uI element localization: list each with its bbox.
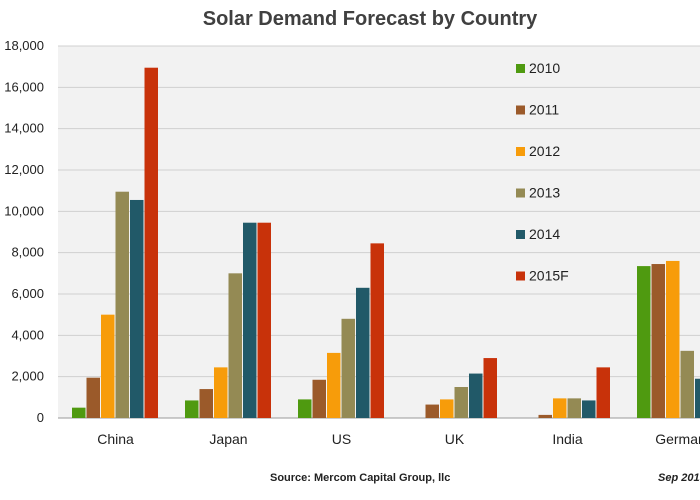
- bar-2011-German: [651, 264, 665, 418]
- legend-swatch-2012: [516, 147, 525, 156]
- x-tick-label: US: [332, 431, 351, 447]
- bar-2010-US: [298, 399, 312, 418]
- bar-2014-US: [356, 287, 370, 418]
- legend-label: 2010: [529, 60, 560, 76]
- bar-2015F-UK: [483, 358, 497, 418]
- bar-2010-China: [72, 407, 86, 418]
- bar-2013-UK: [454, 387, 468, 418]
- bar-2014-India: [582, 400, 596, 418]
- source-note: Source: Mercom Capital Group, llc: [270, 472, 451, 484]
- bar-2014-German: [695, 378, 700, 418]
- y-tick-label: 4,000: [11, 327, 44, 342]
- y-tick-label: 14,000: [4, 121, 44, 136]
- bar-2012-US: [327, 352, 341, 418]
- legend-label: 2015F: [529, 268, 569, 284]
- y-tick-label: 12,000: [4, 162, 44, 177]
- legend-label: 2011: [529, 102, 559, 118]
- bar-2010-Japan: [185, 400, 199, 418]
- bar-2012-German: [666, 260, 680, 418]
- bar-2012-Japan: [214, 367, 228, 418]
- legend-swatch-2013: [516, 188, 525, 198]
- bar-2015F-US: [370, 243, 384, 418]
- bar-2013-India: [567, 398, 581, 418]
- date-note: Sep 2015: [658, 472, 700, 484]
- bar-2013-China: [115, 191, 129, 418]
- y-tick-label: 18,000: [4, 38, 44, 53]
- legend-swatch-2011: [516, 105, 525, 115]
- bar-2011-Japan: [199, 389, 213, 418]
- bar-2010-German: [637, 266, 651, 418]
- legend-label: 2014: [529, 226, 560, 242]
- x-tick-label: India: [552, 431, 583, 447]
- bar-2015F-Japan: [257, 222, 271, 418]
- x-tick-label: Japan: [209, 431, 247, 447]
- y-tick-label: 8,000: [11, 245, 44, 260]
- bar-2012-China: [101, 314, 115, 418]
- y-tick-label: 6,000: [11, 286, 44, 301]
- bar-2013-Japan: [228, 273, 242, 418]
- x-tick-label: China: [97, 431, 134, 447]
- legend-swatch-2010: [516, 64, 525, 73]
- x-tick-label: UK: [445, 431, 465, 447]
- bar-2013-German: [680, 350, 694, 418]
- bar-2012-UK: [440, 399, 454, 418]
- bar-2014-China: [130, 199, 144, 418]
- bar-2011-India: [538, 414, 552, 418]
- chart-title: Solar Demand Forecast by Country: [202, 8, 538, 30]
- bar-2013-US: [341, 318, 355, 418]
- legend-label: 2012: [529, 143, 560, 159]
- bar-2015F-India: [596, 367, 610, 418]
- y-tick-label: 0: [37, 410, 44, 425]
- y-tick-label: 10,000: [4, 203, 44, 218]
- bar-2014-UK: [469, 373, 483, 418]
- legend-swatch-2015F: [516, 271, 525, 281]
- legend-label: 2013: [529, 185, 560, 201]
- bar-2011-UK: [425, 404, 439, 418]
- bar-2011-US: [312, 379, 326, 418]
- x-tick-label: German: [655, 431, 700, 447]
- bar-2014-Japan: [243, 222, 257, 418]
- y-tick-label: 16,000: [4, 79, 44, 94]
- legend-swatch-2014: [516, 230, 525, 239]
- bar-2011-China: [86, 377, 100, 418]
- bar-2012-India: [553, 398, 567, 418]
- y-tick-label: 2,000: [11, 369, 44, 384]
- bar-2015F-China: [144, 67, 158, 418]
